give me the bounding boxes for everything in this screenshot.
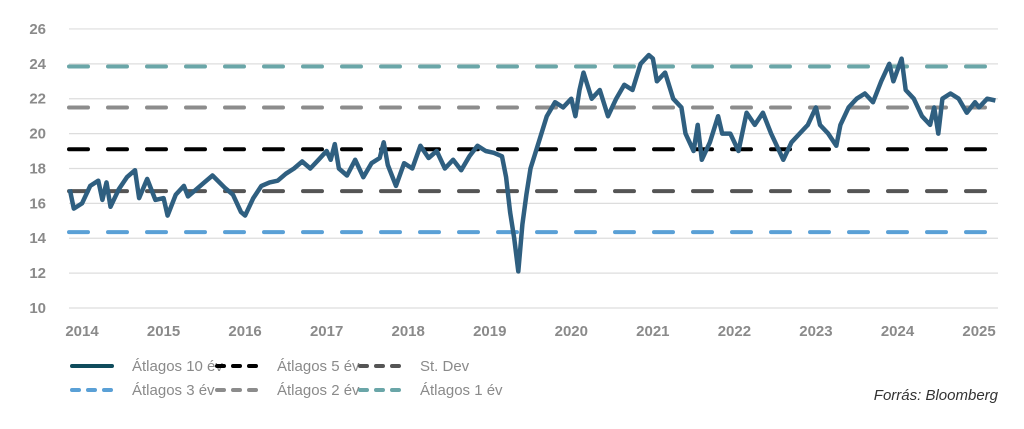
y-tick-label: 16 <box>29 195 46 212</box>
x-tick-label: 2017 <box>310 323 343 340</box>
legend-item: Átlagos 2 év <box>215 382 360 399</box>
legend-label: Átlagos 2 év <box>277 382 360 399</box>
legend-label: Átlagos 1 év <box>420 382 503 399</box>
x-tick-label: 2019 <box>473 323 506 340</box>
y-tick-label: 22 <box>29 91 46 108</box>
y-tick-label: 10 <box>29 300 46 317</box>
legend-item: Átlagos 10 év <box>70 358 223 375</box>
x-tick-label: 2018 <box>392 323 425 340</box>
gridlines <box>69 28 998 309</box>
y-tick-label: 24 <box>29 56 46 73</box>
legend-label: Átlagos 3 év <box>132 382 215 399</box>
main-series-line <box>67 52 996 274</box>
x-tick-label: 2014 <box>65 323 99 340</box>
x-tick-label: 2016 <box>228 323 261 340</box>
x-tick-label: 2015 <box>147 323 180 340</box>
legend-item: Átlagos 5 év <box>215 358 360 375</box>
x-tick-label: 2024 <box>881 323 915 340</box>
source-note: Forrás: Bloomberg <box>874 387 999 404</box>
legend-item: Átlagos 1 év <box>358 382 503 399</box>
main-series <box>67 52 996 274</box>
legend-label: St. Dev <box>420 358 470 375</box>
y-tick-label: 12 <box>29 265 46 282</box>
x-tick-label: 2021 <box>636 323 669 340</box>
y-tick-label: 20 <box>29 126 46 143</box>
reference-lines <box>67 64 1000 235</box>
x-axis-ticks: 2014 2015 2016 2017 2018 2019 2020 2021 2022 2023… <box>65 323 995 340</box>
y-tick-label: 18 <box>29 160 46 177</box>
y-tick-label: 14 <box>29 230 46 247</box>
x-tick-label: 2022 <box>718 323 751 340</box>
legend-label: Átlagos 10 év <box>132 358 223 375</box>
x-tick-label: 2020 <box>555 323 588 340</box>
legend-label: Átlagos 5 év <box>277 358 360 375</box>
x-tick-label: 2025 <box>962 323 995 340</box>
x-tick-label: 2023 <box>799 323 832 340</box>
legend-item: Átlagos 3 év <box>70 382 215 399</box>
legend: Átlagos 10 év Átlagos 5 év St. Dev Átlagos … <box>70 358 503 399</box>
legend-item: St. Dev <box>358 358 470 375</box>
y-axis-ticks: 10 12 14 16 18 20 22 24 26 <box>29 21 46 317</box>
y-tick-label: 26 <box>29 21 46 38</box>
